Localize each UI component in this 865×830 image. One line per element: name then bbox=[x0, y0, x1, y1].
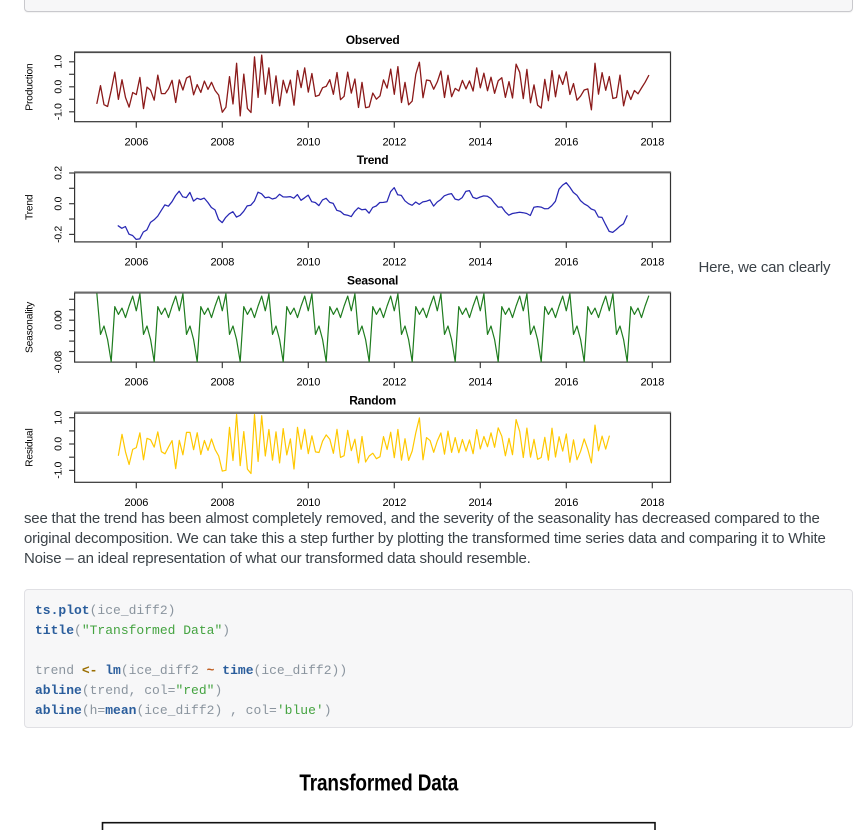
svg-text:2006: 2006 bbox=[124, 256, 148, 268]
svg-text:1.0: 1.0 bbox=[54, 410, 65, 424]
svg-text:2008: 2008 bbox=[210, 256, 234, 268]
svg-text:2008: 2008 bbox=[210, 376, 234, 388]
svg-text:Trend: Trend bbox=[24, 194, 35, 220]
svg-text:2010: 2010 bbox=[296, 256, 320, 268]
svg-text:2012: 2012 bbox=[382, 136, 406, 148]
svg-text:2016: 2016 bbox=[554, 256, 578, 268]
svg-text:2018: 2018 bbox=[640, 376, 664, 388]
svg-text:Seasonality: Seasonality bbox=[24, 300, 35, 352]
svg-text:2018: 2018 bbox=[640, 256, 664, 268]
svg-text:2014: 2014 bbox=[468, 256, 492, 268]
svg-text:2014: 2014 bbox=[468, 136, 492, 148]
svg-text:-1.0: -1.0 bbox=[54, 461, 65, 478]
svg-text:Transformed Data: Transformed Data bbox=[299, 769, 458, 795]
svg-text:0.0: 0.0 bbox=[54, 436, 65, 450]
svg-text:2006: 2006 bbox=[124, 136, 148, 148]
svg-text:Trend: Trend bbox=[357, 153, 389, 167]
svg-text:2008: 2008 bbox=[210, 136, 234, 148]
svg-text:Residual: Residual bbox=[24, 428, 35, 466]
svg-text:Seasonal: Seasonal bbox=[347, 273, 398, 287]
svg-text:2010: 2010 bbox=[296, 136, 320, 148]
svg-text:2014: 2014 bbox=[468, 376, 492, 388]
svg-text:0.0: 0.0 bbox=[54, 79, 65, 93]
svg-text:2016: 2016 bbox=[554, 376, 578, 388]
svg-text:2012: 2012 bbox=[382, 496, 406, 508]
svg-text:2010: 2010 bbox=[296, 376, 320, 388]
svg-text:2012: 2012 bbox=[382, 256, 406, 268]
svg-text:Random: Random bbox=[349, 393, 396, 407]
svg-text:2016: 2016 bbox=[554, 136, 578, 148]
svg-text:2014: 2014 bbox=[468, 496, 492, 508]
svg-text:-0.2: -0.2 bbox=[54, 225, 65, 242]
svg-text:0.2: 0.2 bbox=[54, 165, 65, 179]
svg-text:1.0: 1.0 bbox=[54, 54, 65, 68]
svg-text:2006: 2006 bbox=[124, 496, 148, 508]
svg-text:-0.08: -0.08 bbox=[54, 350, 65, 373]
svg-text:2010: 2010 bbox=[296, 496, 320, 508]
svg-text:0.0: 0.0 bbox=[54, 196, 65, 210]
svg-text:2006: 2006 bbox=[124, 376, 148, 388]
svg-text:2008: 2008 bbox=[210, 496, 234, 508]
svg-text:2016: 2016 bbox=[554, 496, 578, 508]
svg-text:0.00: 0.00 bbox=[54, 310, 65, 330]
svg-text:2018: 2018 bbox=[640, 496, 664, 508]
svg-text:-1.0: -1.0 bbox=[54, 102, 65, 119]
svg-text:2012: 2012 bbox=[382, 376, 406, 388]
svg-text:Observed: Observed bbox=[346, 33, 400, 47]
svg-text:Production: Production bbox=[24, 63, 35, 111]
svg-text:2018: 2018 bbox=[640, 136, 664, 148]
